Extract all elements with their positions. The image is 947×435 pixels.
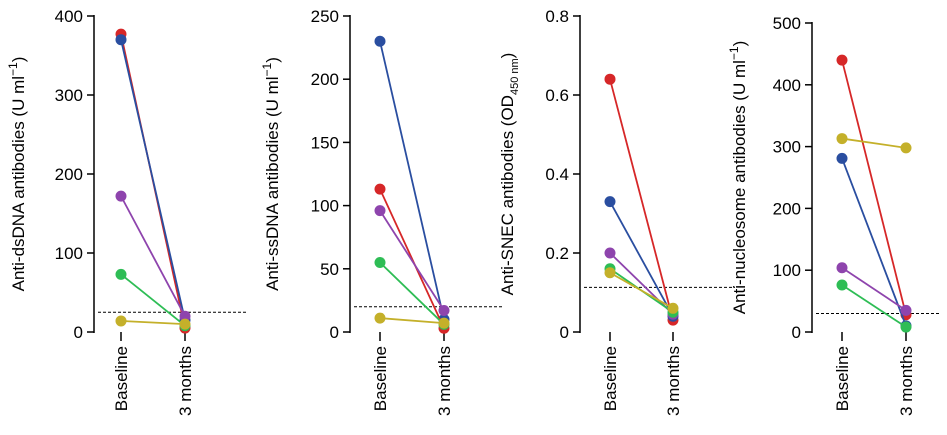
x-category-label: Baseline: [833, 346, 852, 411]
series: [836, 54, 912, 321]
data-point: [900, 321, 912, 333]
y-tick-label: 200: [773, 199, 801, 218]
data-point: [374, 35, 386, 47]
series: [836, 279, 912, 333]
y-tick-label: 300: [773, 138, 801, 157]
data-point: [604, 247, 616, 259]
series: [115, 34, 191, 326]
data-point: [115, 190, 127, 202]
series-line: [379, 188, 445, 329]
y-tick-label: 150: [311, 133, 339, 152]
y-tick-label: 0.2: [545, 244, 569, 263]
y-tick-label: 0: [74, 323, 83, 342]
data-point: [836, 262, 848, 274]
series-line: [120, 273, 186, 327]
series: [374, 35, 450, 325]
x-category-label: 3 months: [664, 346, 683, 416]
series-line: [379, 41, 445, 320]
y-tick-label: 500: [773, 14, 801, 33]
chart-panel-2: 0 50 100 150 200 250 Anti-ssDNA antibodies (U …: [260, 7, 502, 416]
x-category-label: 3 months: [176, 346, 195, 416]
series-line: [841, 266, 907, 312]
series: [374, 183, 450, 334]
y-tick-label: 400: [55, 7, 83, 26]
series-line: [609, 201, 674, 317]
series: [836, 152, 912, 332]
series: [836, 262, 912, 316]
data-point: [374, 183, 386, 195]
series-line: [841, 59, 907, 315]
data-point: [374, 312, 386, 324]
data-point: [374, 256, 386, 268]
y-tick-label: 100: [773, 261, 801, 280]
series: [604, 267, 679, 314]
data-point: [836, 54, 848, 66]
y-tick-label: 400: [773, 76, 801, 95]
data-point: [900, 304, 912, 316]
data-point: [374, 205, 386, 217]
series-line: [609, 271, 674, 310]
series: [374, 312, 450, 329]
series-line: [841, 284, 907, 328]
series-line: [379, 261, 445, 326]
chart-panel-4: 0 100 200 300 400 500 Anti-nucleosome antibodi…: [727, 14, 939, 416]
y-tick-label: 250: [311, 7, 339, 26]
y-tick-label: 100: [55, 244, 83, 263]
y-tick-label: 0: [792, 323, 801, 342]
series-line: [379, 317, 445, 325]
series-line: [841, 137, 907, 149]
series-line: [841, 158, 907, 327]
data-point: [900, 142, 912, 154]
x-category-label: Baseline: [601, 346, 620, 411]
y-tick-label: 0.6: [545, 86, 569, 105]
data-point: [667, 302, 679, 314]
x-category-label: 3 months: [897, 346, 916, 416]
y-tick-label: 100: [311, 197, 339, 216]
y-tick-label: 50: [320, 260, 339, 279]
y-axis-label: Anti-dsDNA antibodies (U ml−1): [6, 57, 28, 292]
series-line: [120, 39, 186, 321]
data-point: [836, 152, 848, 164]
data-point: [604, 267, 616, 279]
y-axis-label: Anti-nucleosome antibodies (U ml−1): [727, 41, 749, 315]
data-point: [604, 73, 616, 85]
data-point: [115, 268, 127, 280]
chart-panel-3: 0 0.2 0.4 0.6 0.8 Anti-SNEC antibodies (OD450…: [498, 7, 735, 416]
series: [374, 205, 450, 317]
data-point: [604, 196, 616, 208]
data-point: [836, 279, 848, 291]
y-tick-label: 0: [560, 323, 569, 342]
data-point: [179, 318, 191, 330]
y-tick-label: 200: [311, 70, 339, 89]
x-category-label: 3 months: [435, 346, 454, 416]
y-tick-label: 200: [55, 165, 83, 184]
data-point: [115, 34, 127, 46]
data-point: [179, 310, 191, 322]
chart-panel-1: 0 100 200 300 400 Anti-dsDNA antibodies (U ml…: [6, 7, 247, 416]
x-category-label: Baseline: [371, 346, 390, 411]
y-axis-label: Anti-ssDNA antibodies (U ml−1): [260, 57, 282, 291]
y-axis-label: Anti-SNEC antibodies (OD450 nm): [498, 53, 521, 296]
series: [115, 190, 191, 322]
series-line: [609, 78, 674, 321]
series-line: [120, 195, 186, 317]
y-tick-label: 0.4: [545, 165, 569, 184]
data-point: [438, 317, 450, 329]
series-line: [379, 210, 445, 311]
series: [115, 315, 191, 330]
x-category-label: Baseline: [112, 346, 131, 411]
data-point: [438, 305, 450, 317]
y-tick-label: 0: [330, 323, 339, 342]
y-tick-label: 300: [55, 86, 83, 105]
y-tick-label: 0.8: [545, 7, 569, 26]
series: [836, 133, 912, 154]
data-point: [836, 133, 848, 145]
data-point: [115, 315, 127, 327]
series-line: [120, 320, 186, 325]
